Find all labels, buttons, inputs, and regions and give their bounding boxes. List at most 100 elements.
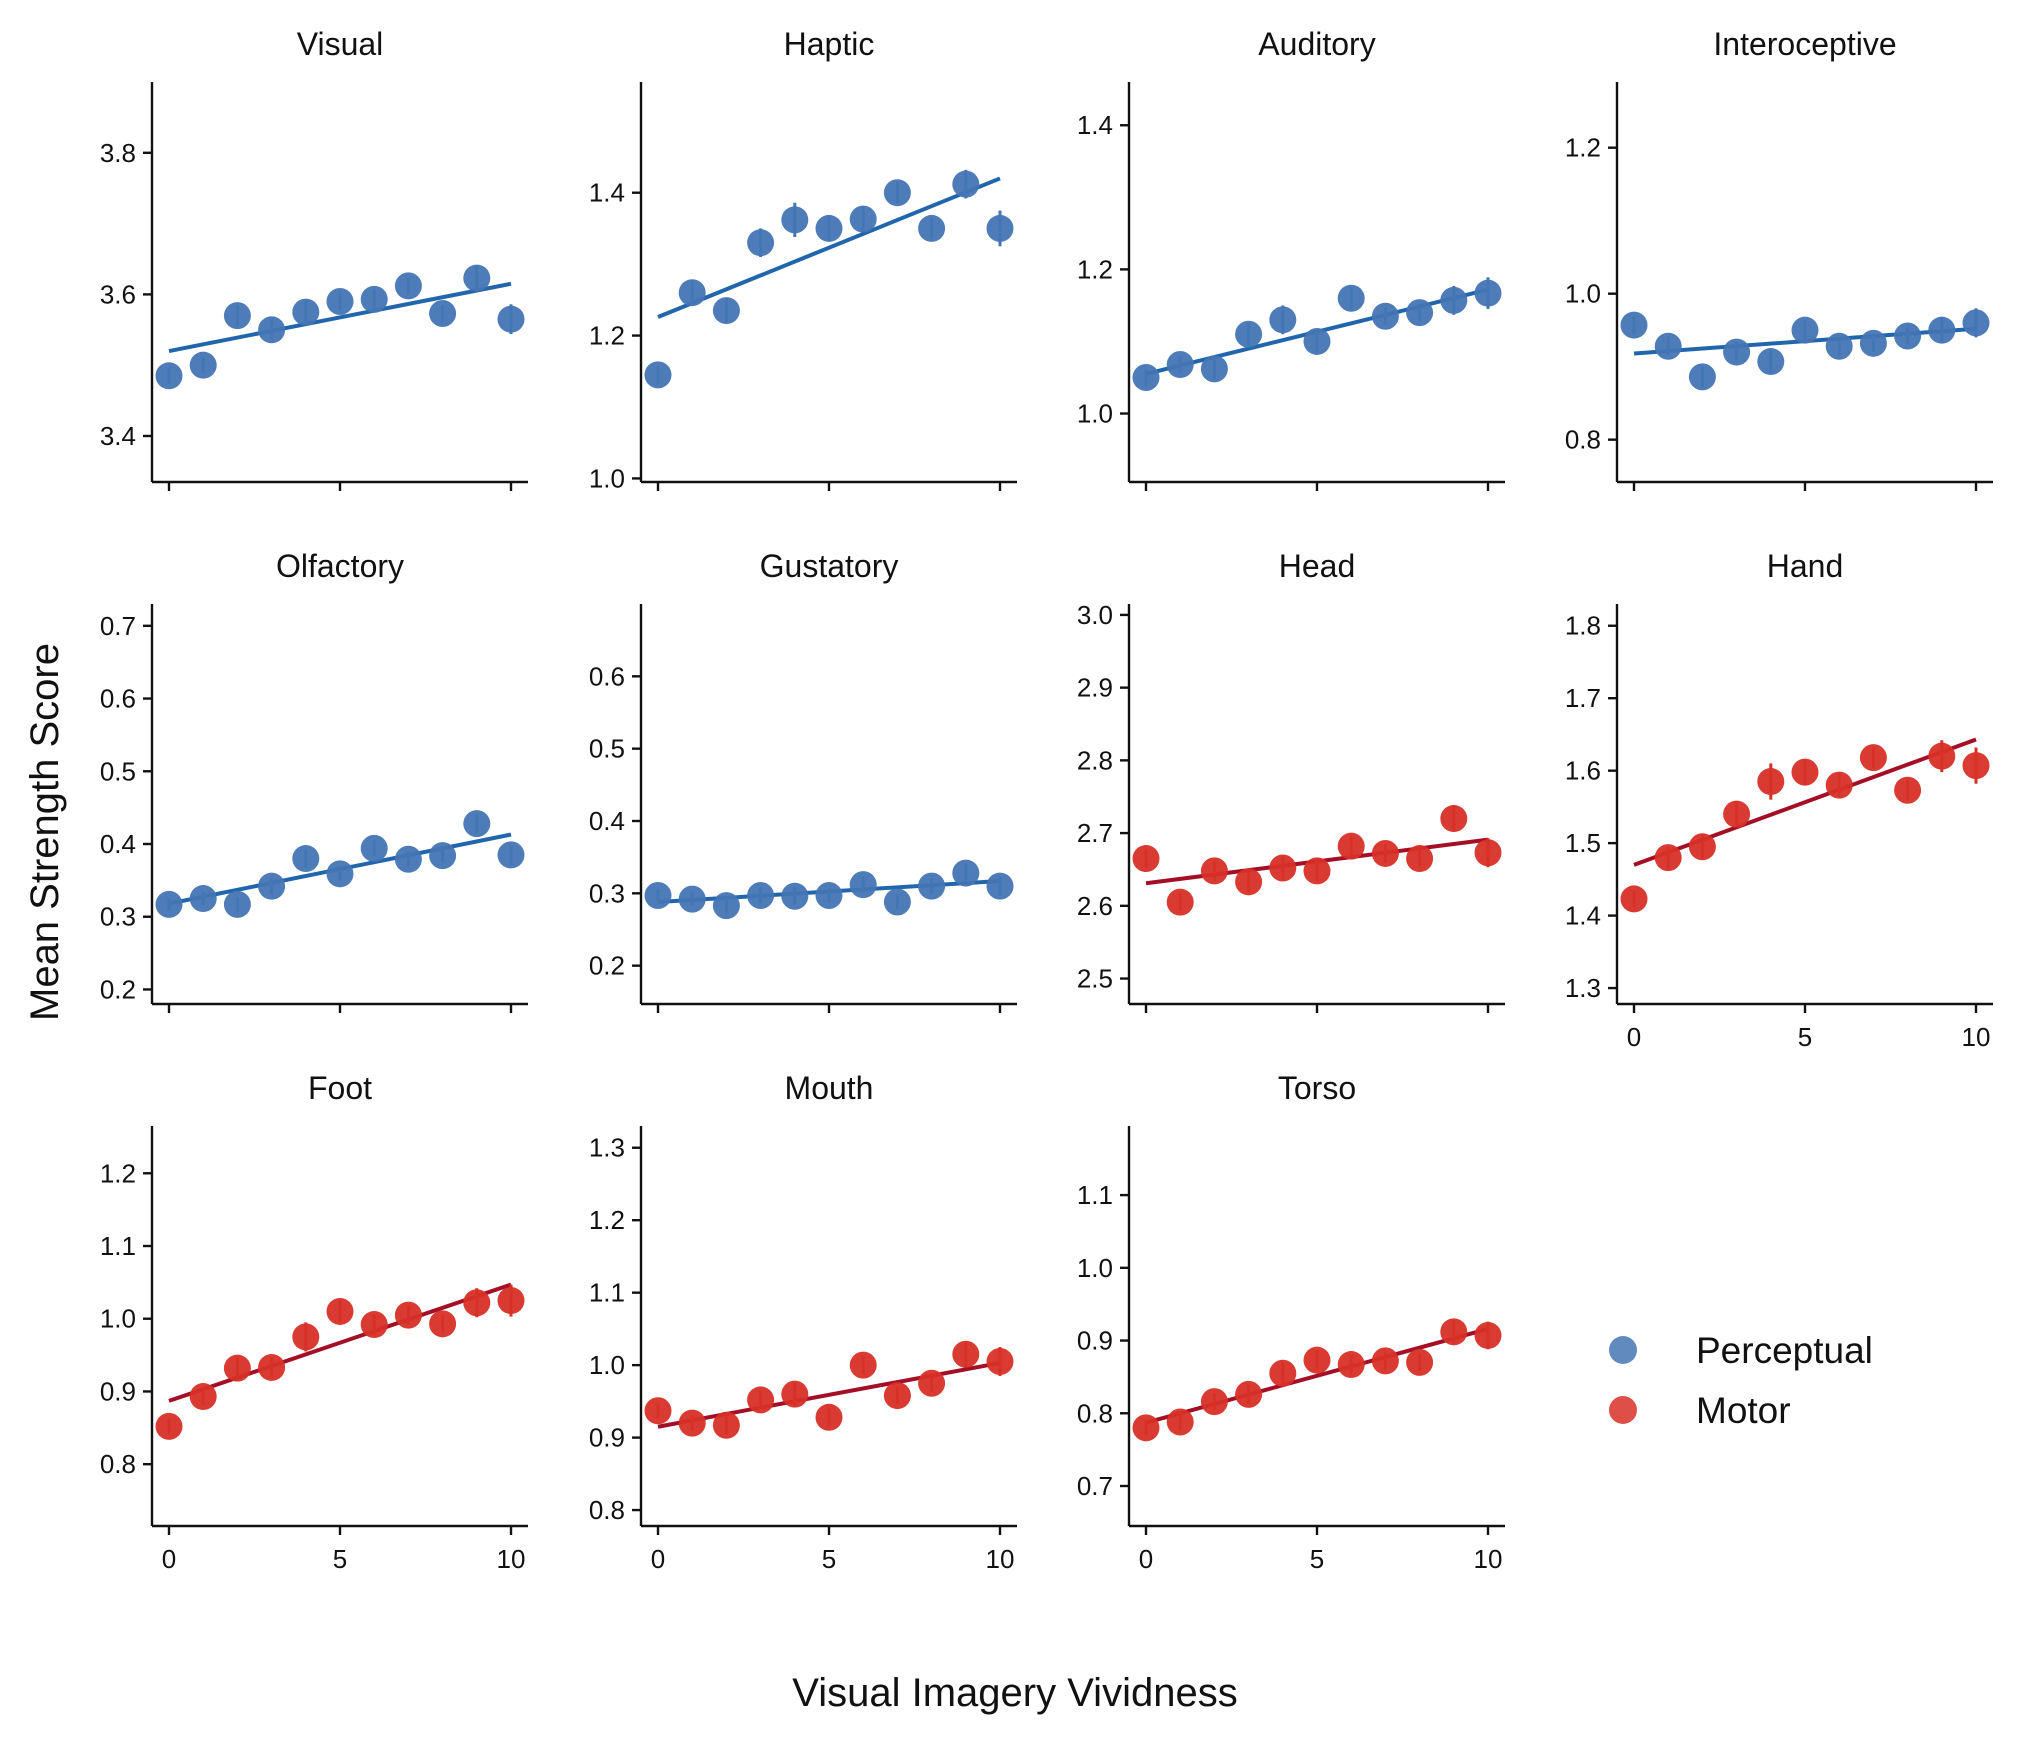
- y-tick-label-hand: 1.6: [1565, 756, 1601, 786]
- data-point-mouth: [918, 1369, 946, 1397]
- data-point-hand: [1894, 776, 1922, 804]
- data-point-haptic: [678, 279, 706, 307]
- trend-line-foot: [168, 1282, 512, 1403]
- y-tick-label-torso: 0.9: [1077, 1326, 1113, 1356]
- data-point-interoceptive: [1894, 322, 1922, 350]
- data-point-head: [1235, 868, 1263, 896]
- y-tick-label-interoceptive: 0.8: [1565, 425, 1601, 455]
- data-point-visual: [189, 351, 217, 379]
- data-point-head: [1371, 839, 1399, 867]
- data-point-haptic: [747, 229, 775, 257]
- trend-line-haptic: [657, 176, 1001, 319]
- data-point-hand: [1928, 742, 1956, 770]
- data-point-auditory: [1371, 302, 1399, 330]
- y-tick-label-hand: 1.4: [1565, 901, 1601, 931]
- y-tick-label-olfactory: 0.5: [100, 756, 136, 786]
- panel-auditory: Auditory 1.0 1.2 1.4: [1077, 26, 1505, 491]
- panel-title-mouth: Mouth: [785, 1070, 874, 1106]
- y-tick-label-auditory: 1.0: [1077, 399, 1113, 429]
- data-point-haptic: [644, 361, 672, 389]
- data-point-auditory: [1235, 320, 1263, 348]
- panel-olfactory: Olfactory 0.2 0.3 0.4 0.5 0.6 0.7: [100, 548, 528, 1013]
- data-point-hand: [1723, 800, 1751, 828]
- x-tick-label-hand: 0: [1627, 1022, 1641, 1052]
- data-point-olfactory: [189, 885, 217, 913]
- data-point-olfactory: [360, 834, 388, 862]
- data-point-head: [1166, 888, 1194, 916]
- y-tick-label-gustatory: 0.5: [589, 734, 625, 764]
- data-point-torso: [1337, 1351, 1365, 1379]
- data-point-visual: [497, 305, 525, 333]
- data-point-head: [1440, 805, 1468, 833]
- y-tick-label-foot: 1.2: [100, 1158, 136, 1188]
- panel-title-visual: Visual: [297, 26, 384, 62]
- data-point-olfactory: [394, 845, 422, 873]
- data-point-torso: [1406, 1348, 1434, 1376]
- data-point-head: [1132, 845, 1160, 873]
- panel-head: Head 2.5 2.6 2.7 2.8 2.9 3.0: [1077, 548, 1505, 1013]
- data-point-olfactory: [463, 810, 491, 838]
- y-tick-label-haptic: 1.0: [589, 463, 625, 493]
- data-point-mouth: [952, 1340, 980, 1368]
- y-tick-label-hand: 1.8: [1565, 611, 1601, 641]
- data-point-hand: [1654, 844, 1682, 872]
- y-tick-label-head: 3.0: [1077, 600, 1113, 630]
- y-tick-label-gustatory: 0.2: [589, 951, 625, 981]
- data-point-foot: [223, 1354, 251, 1382]
- y-tick-label-mouth: 1.1: [589, 1278, 625, 1308]
- data-point-foot: [326, 1297, 354, 1325]
- y-tick-label-head: 2.5: [1077, 964, 1113, 994]
- legend-item-perceptual: Perceptual: [1609, 1330, 1873, 1371]
- panel-haptic: Haptic 1.0 1.2 1.4: [589, 26, 1017, 493]
- panel-title-torso: Torso: [1278, 1070, 1356, 1106]
- data-point-auditory: [1269, 306, 1297, 334]
- data-point-mouth: [712, 1411, 740, 1439]
- y-tick-label-mouth: 1.3: [589, 1133, 625, 1163]
- x-tick-label-torso: 0: [1139, 1544, 1153, 1574]
- data-point-visual: [463, 264, 491, 292]
- data-point-torso: [1200, 1388, 1228, 1416]
- legend-marker-perceptual: [1609, 1336, 1637, 1364]
- y-tick-label-torso: 0.8: [1077, 1398, 1113, 1428]
- data-point-mouth: [815, 1403, 843, 1431]
- x-tick-label-torso: 10: [1474, 1544, 1503, 1574]
- data-point-auditory: [1337, 284, 1365, 312]
- data-point-foot: [155, 1412, 183, 1440]
- legend-label-perceptual: Perceptual: [1696, 1330, 1873, 1371]
- data-point-mouth: [883, 1382, 911, 1410]
- data-point-interoceptive: [1620, 311, 1648, 339]
- data-point-hand: [1620, 885, 1648, 913]
- data-point-torso: [1474, 1321, 1502, 1349]
- data-point-haptic: [918, 214, 946, 242]
- data-point-foot: [463, 1289, 491, 1317]
- data-point-mouth: [849, 1351, 877, 1379]
- data-point-gustatory: [747, 882, 775, 910]
- data-point-head: [1269, 854, 1297, 882]
- panel-title-head: Head: [1279, 548, 1356, 584]
- y-tick-label-foot: 0.8: [100, 1449, 136, 1479]
- x-tick-label-torso: 5: [1310, 1544, 1324, 1574]
- data-point-foot: [258, 1353, 286, 1381]
- data-point-torso: [1235, 1380, 1263, 1408]
- panel-title-auditory: Auditory: [1258, 26, 1375, 62]
- data-point-visual: [258, 316, 286, 344]
- data-point-olfactory: [326, 860, 354, 888]
- y-tick-label-visual: 3.8: [100, 138, 136, 168]
- data-point-hand: [1791, 758, 1819, 786]
- data-point-olfactory: [292, 845, 320, 873]
- data-point-gustatory: [849, 871, 877, 899]
- y-tick-label-head: 2.9: [1077, 673, 1113, 703]
- legend-label-motor: Motor: [1696, 1390, 1791, 1431]
- trend-line-hand: [1633, 737, 1977, 867]
- y-tick-label-visual: 3.4: [100, 421, 136, 451]
- y-tick-label-foot: 0.9: [100, 1376, 136, 1406]
- y-tick-label-mouth: 0.9: [589, 1423, 625, 1453]
- y-tick-label-olfactory: 0.4: [100, 829, 136, 859]
- data-point-foot: [394, 1301, 422, 1329]
- data-point-mouth: [986, 1348, 1014, 1376]
- x-tick-label-foot: 10: [497, 1544, 526, 1574]
- x-tick-label-hand: 10: [1962, 1022, 1991, 1052]
- panel-foot: Foot 0.8 0.9 1.0 1.1 1.2 0 5 10: [100, 1070, 528, 1574]
- legend-item-motor: Motor: [1609, 1390, 1791, 1431]
- x-tick-label-mouth: 0: [651, 1544, 665, 1574]
